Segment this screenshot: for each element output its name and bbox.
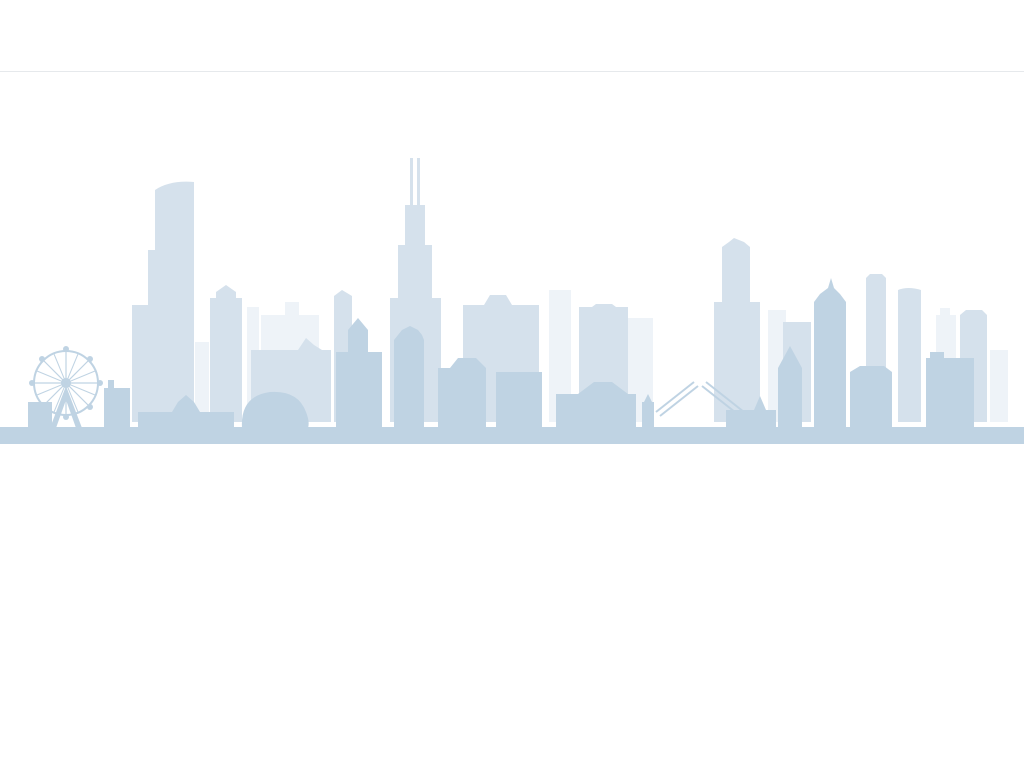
ground-strip (0, 427, 1024, 444)
city-skyline-illustration (0, 158, 1024, 444)
top-header-bar (0, 0, 1024, 72)
ferris-wheel (29, 346, 103, 428)
skyline-near-layer (0, 278, 1024, 444)
